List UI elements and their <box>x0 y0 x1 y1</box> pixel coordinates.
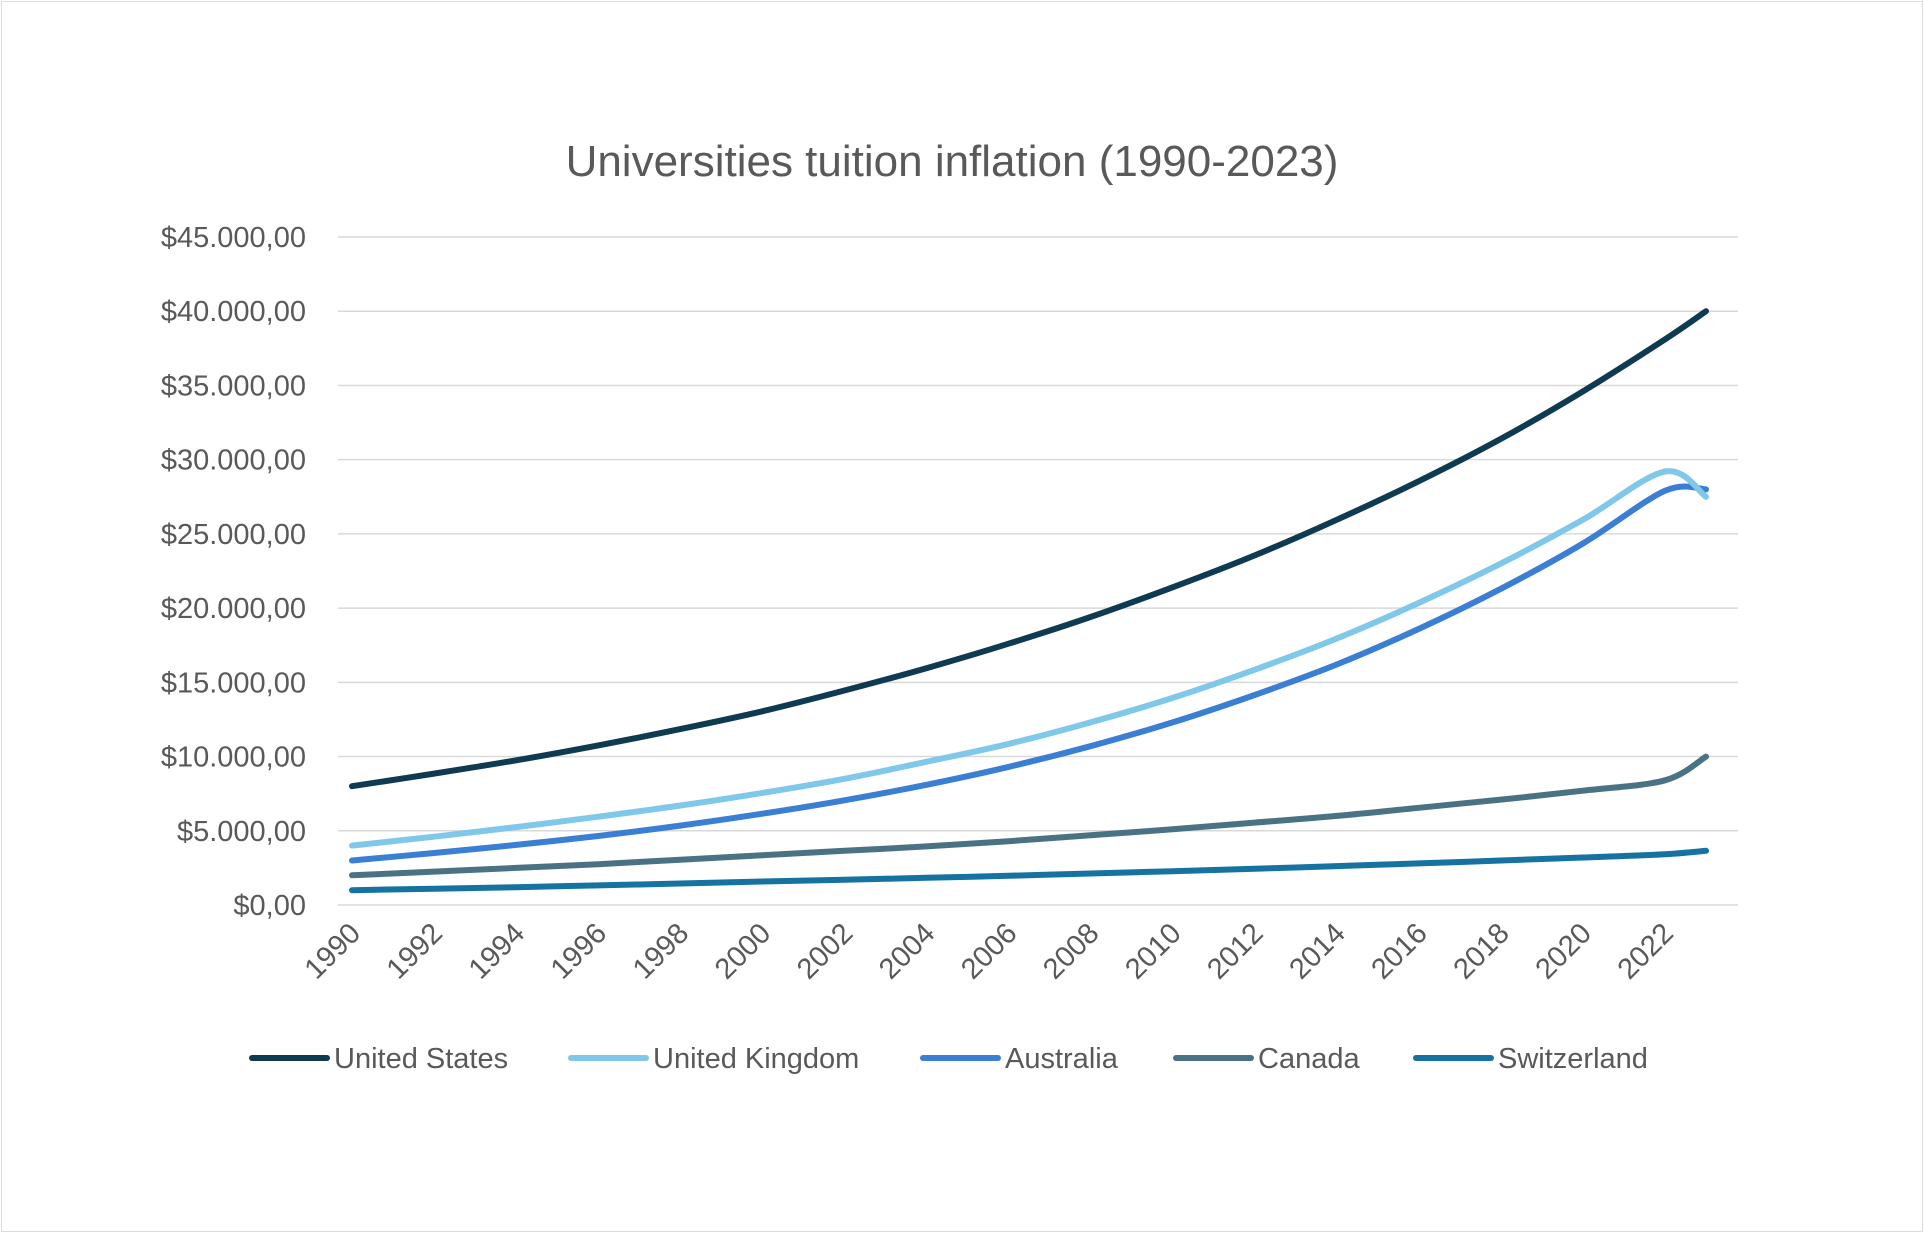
legend-label-united-kingdom: United Kingdom <box>653 1043 859 1075</box>
x-tick-label: 2008 <box>1037 917 1105 985</box>
y-tick-label: $45.000,00 <box>161 222 306 254</box>
y-tick-label: $0,00 <box>233 890 306 922</box>
legend-label-united-states: United States <box>334 1043 508 1075</box>
y-tick-label: $35.000,00 <box>161 370 306 402</box>
x-tick-label: 2002 <box>791 917 859 985</box>
x-tick-label: 2000 <box>709 917 777 985</box>
series-line-switzerland <box>349 847 1709 894</box>
y-tick-label: $5.000,00 <box>177 816 306 848</box>
series-line-united-kingdom <box>349 468 1709 849</box>
x-tick-label: 2014 <box>1283 917 1351 985</box>
series-line-united-states <box>349 308 1709 790</box>
x-tick-label: 2006 <box>955 917 1023 985</box>
legend-label-australia: Australia <box>1005 1043 1119 1075</box>
y-tick-label: $40.000,00 <box>161 296 306 328</box>
x-tick-label: 2012 <box>1201 917 1269 985</box>
x-tick-label: 1996 <box>545 917 613 985</box>
x-tick-label: 2020 <box>1530 917 1598 985</box>
y-tick-label: $20.000,00 <box>161 593 306 625</box>
gridlines <box>338 236 1738 906</box>
x-axis: 1990 1992 1994 1996 1998 2000 2002 2004 2006 2008… <box>299 917 1680 985</box>
y-axis: $0,00 $5.000,00 $10.000,00 $15.000,00 $20.00… <box>161 222 306 922</box>
x-tick-label: 2022 <box>1612 917 1680 985</box>
legend-label-canada: Canada <box>1258 1043 1360 1075</box>
chart-title: Universities tuition inflation (1990-202… <box>566 137 1339 186</box>
x-tick-label: 1992 <box>381 917 449 985</box>
legend: United States United Kingdom Australia Cana… <box>249 1043 1648 1075</box>
y-tick-label: $25.000,00 <box>161 519 306 551</box>
x-tick-label: 2004 <box>873 917 941 985</box>
y-tick-label: $15.000,00 <box>161 667 306 699</box>
series-line-australia <box>349 483 1709 864</box>
x-tick-label: 2018 <box>1448 917 1516 985</box>
series-line-canada <box>349 753 1709 879</box>
x-tick-label: 1998 <box>627 917 695 985</box>
x-tick-label: 2016 <box>1365 917 1433 985</box>
legend-label-switzerland: Switzerland <box>1498 1043 1648 1075</box>
y-tick-label: $30.000,00 <box>161 445 306 477</box>
x-tick-label: 1994 <box>463 917 531 985</box>
y-tick-label: $10.000,00 <box>161 742 306 774</box>
x-tick-label: 1990 <box>299 917 367 985</box>
series-lines <box>349 308 1709 894</box>
x-tick-label: 2010 <box>1119 917 1187 985</box>
